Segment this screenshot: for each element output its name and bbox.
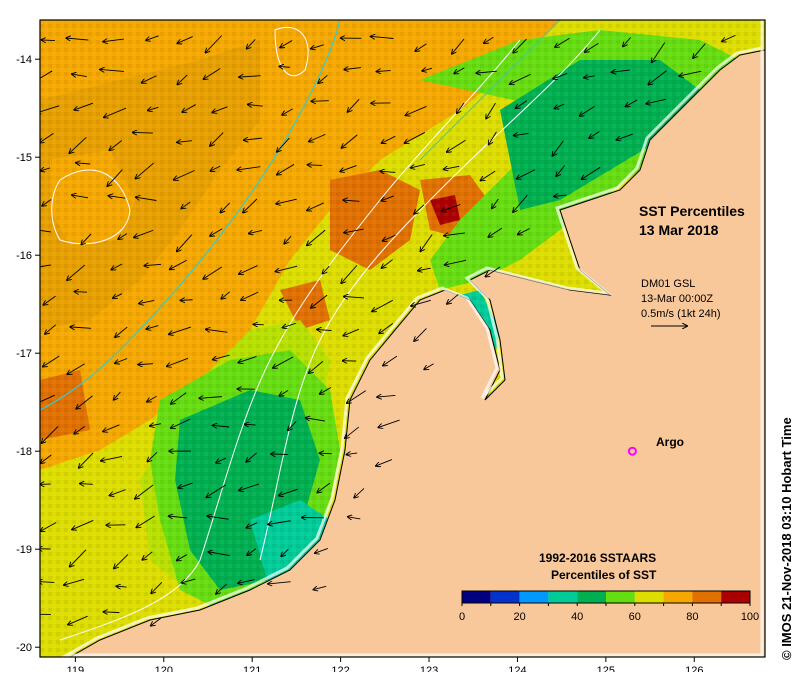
imos-credit: © IMOS 21-Nov-2018 03:10 Hobart Time xyxy=(779,417,794,660)
current-model-label: DM01 GSL xyxy=(641,278,695,290)
colorbar-swatch xyxy=(520,591,549,603)
x-tick-label: 126 xyxy=(685,665,703,672)
colorbar-subtitle: Percentiles of SST xyxy=(551,568,657,582)
y-tick-label: -18 xyxy=(16,446,32,458)
colorbar-tick-label: 80 xyxy=(686,611,698,623)
x-tick-label: 124 xyxy=(508,665,526,672)
x-tick-label: 123 xyxy=(420,665,438,672)
y-tick-label: -15 xyxy=(16,152,32,164)
x-tick-label: 120 xyxy=(155,665,173,672)
colorbar-swatch xyxy=(577,591,606,603)
x-tick-label: 119 xyxy=(67,665,85,672)
x-tick-label: 125 xyxy=(597,665,615,672)
current-arrow xyxy=(311,101,328,102)
current-arrow xyxy=(181,300,193,301)
colorbar-swatch xyxy=(721,591,750,603)
current-time-label: 13-Mar 00:00Z xyxy=(641,293,713,305)
colorbar-tick-label: 40 xyxy=(571,611,583,623)
colorbar-swatch xyxy=(692,591,721,603)
colorbar-tick-label: 60 xyxy=(629,611,641,623)
y-tick-label: -16 xyxy=(16,250,32,262)
longitude-axis: 119 120 121 122 123 124 125 126 xyxy=(67,657,704,672)
colorbar-swatch xyxy=(635,591,664,603)
argo-label: Argo xyxy=(656,435,684,449)
colorbar-swatch xyxy=(606,591,635,603)
colorbar-swatch xyxy=(664,591,693,603)
colorbar-tick-label: 100 xyxy=(741,611,759,623)
colorbar-swatch xyxy=(548,591,577,603)
colorbar-swatch xyxy=(462,591,491,603)
current-arrow xyxy=(74,292,86,293)
x-tick-label: 121 xyxy=(243,665,261,672)
colorbar-title: 1992-2016 SSTAARS xyxy=(539,551,656,565)
map-date: 13 Mar 2018 xyxy=(639,222,719,238)
map-title: SST Percentiles xyxy=(639,203,745,219)
colorbar-tick-label: 0 xyxy=(459,611,465,623)
y-tick-label: -14 xyxy=(16,54,32,66)
colorbar-swatch xyxy=(491,591,520,603)
y-tick-label: -19 xyxy=(16,544,32,556)
x-tick-label: 122 xyxy=(331,665,349,672)
current-scale-label: 0.5m/s (1kt 24h) xyxy=(641,308,720,320)
latitude-axis: -14 -15 -16 -17 -18 -19 -20 xyxy=(16,54,40,654)
y-tick-label: -20 xyxy=(16,642,32,654)
colorbar-tick-label: 20 xyxy=(513,611,525,623)
y-tick-label: -17 xyxy=(16,348,32,360)
